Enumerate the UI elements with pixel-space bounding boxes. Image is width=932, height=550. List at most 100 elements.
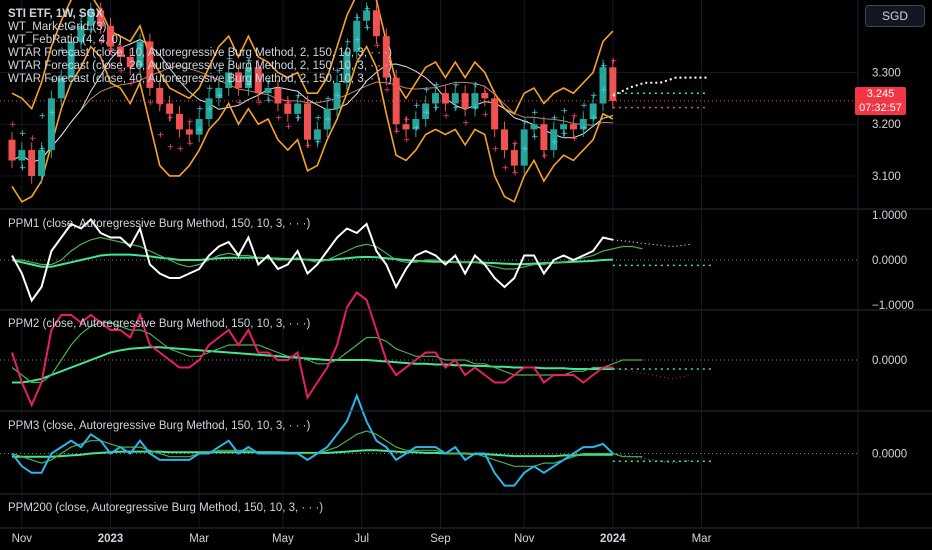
candle-up bbox=[195, 119, 203, 135]
grid-plus-marker: + bbox=[442, 93, 450, 103]
ppm1-pane[interactable] bbox=[0, 218, 858, 303]
grid-plus-marker: + bbox=[314, 113, 322, 123]
candle-up bbox=[87, 10, 95, 26]
ppm3-pane[interactable] bbox=[0, 393, 858, 487]
grid-plus-marker: + bbox=[570, 134, 578, 144]
ppm2-tick-label: 0.0000 bbox=[872, 355, 907, 367]
grid-plus-marker: + bbox=[442, 112, 450, 122]
grid-plus-marker: + bbox=[19, 129, 27, 139]
candle-up bbox=[432, 93, 440, 104]
grid-plus-marker: + bbox=[9, 151, 17, 161]
indicator-legend-item[interactable]: WTAR Forecast (close, 10, Autoregressive… bbox=[8, 47, 392, 59]
ppm2-legend[interactable]: PPM2 (close, Autoregressive Burg Method,… bbox=[8, 318, 311, 330]
grid-plus-marker: + bbox=[167, 143, 175, 153]
candle-up bbox=[57, 77, 65, 99]
grid-plus-marker: + bbox=[354, 36, 362, 46]
candle-up bbox=[215, 87, 223, 99]
grid-plus-marker: + bbox=[561, 129, 569, 139]
candle-down bbox=[481, 93, 489, 99]
candle-up bbox=[353, 20, 361, 52]
candle-up bbox=[530, 124, 538, 130]
candle-down bbox=[156, 87, 164, 104]
oscillator-forecast bbox=[612, 367, 692, 380]
price-scale[interactable]: 3.100 3.200 3.300 1.0000 0.0000 −1.0000 0.0000… bbox=[872, 67, 914, 460]
time-scale[interactable]: Nov 2023 Mar May Jul Sep Nov 2024 Mar bbox=[12, 533, 712, 545]
grid-plus-marker: + bbox=[423, 108, 431, 118]
indicator-legend-item[interactable]: WT_FebRatio (4, 4, 0) bbox=[8, 34, 122, 46]
grid-plus-marker: + bbox=[108, 44, 116, 54]
signal-line-slow bbox=[11, 253, 613, 268]
grid-plus-marker: + bbox=[68, 24, 76, 34]
grid-plus-marker: + bbox=[206, 84, 214, 94]
candle-down bbox=[235, 72, 243, 88]
grid-plus-marker: + bbox=[157, 100, 165, 110]
candle-up bbox=[333, 82, 341, 109]
signal-line-medium bbox=[12, 236, 643, 270]
grid-plus-marker: + bbox=[196, 125, 204, 135]
candle-up bbox=[520, 129, 528, 166]
grid-plus-marker: + bbox=[452, 103, 460, 113]
grid-plus-marker: + bbox=[245, 81, 253, 91]
grid-plus-marker: + bbox=[137, 41, 145, 51]
signal-line-medium bbox=[11, 430, 643, 467]
time-tick-label: Mar bbox=[692, 533, 712, 545]
time-tick-label: Nov bbox=[12, 533, 33, 545]
grid-plus-marker: + bbox=[580, 101, 588, 111]
grid-plus-marker: + bbox=[285, 122, 293, 132]
price-tick-label: 3.100 bbox=[872, 171, 901, 183]
indicator-legend-item[interactable]: WTAR Forecast (close, 40, Autoregressive… bbox=[8, 73, 392, 85]
grid-plus-marker: + bbox=[344, 37, 352, 47]
ppm200-legend[interactable]: PPM200 (close, Autoregressive Burg Metho… bbox=[8, 502, 324, 514]
grid-plus-marker: + bbox=[403, 136, 411, 146]
grid-plus-marker: + bbox=[48, 75, 56, 85]
grid-plus-marker: + bbox=[413, 101, 421, 111]
grid-plus-marker: + bbox=[364, 24, 372, 34]
candle-down bbox=[8, 139, 16, 161]
grid-plus-marker: + bbox=[492, 117, 500, 127]
grid-plus-marker: + bbox=[58, 75, 66, 85]
grid-plus-marker: + bbox=[364, 5, 372, 15]
candle-down bbox=[175, 113, 183, 130]
grid-plus-marker: + bbox=[39, 112, 47, 122]
candle-up bbox=[343, 51, 351, 83]
grid-plus-marker: + bbox=[39, 144, 47, 154]
grid-plus-marker: + bbox=[580, 124, 588, 134]
grid-plus-marker: + bbox=[226, 55, 234, 65]
candle-up bbox=[205, 98, 213, 120]
candle-up bbox=[313, 129, 321, 140]
grid-plus-marker: + bbox=[373, 18, 381, 28]
grid-plus-marker: + bbox=[236, 75, 244, 85]
symbol-title[interactable]: STI ETF, 1W, SGX bbox=[8, 8, 104, 20]
candle-up bbox=[136, 41, 144, 68]
pane-separators[interactable] bbox=[0, 0, 932, 529]
grid-plus-marker: + bbox=[521, 144, 529, 154]
candle-down bbox=[274, 87, 282, 104]
grid-plus-marker: + bbox=[245, 56, 253, 66]
candle-down bbox=[540, 124, 548, 151]
main-price-pane[interactable]: ++++++++ ++ ++++++++++++++++ ++++++++++++++… bbox=[0, 0, 858, 203]
candle-down bbox=[146, 41, 154, 88]
grid-plus-marker: + bbox=[236, 98, 244, 108]
ppm1-tick-label: −1.0000 bbox=[872, 300, 914, 312]
ppm1-tick-label: 1.0000 bbox=[872, 210, 907, 222]
grid-plus-marker: + bbox=[472, 103, 480, 113]
oscillator-line bbox=[11, 291, 613, 408]
grid-plus-marker: + bbox=[600, 86, 608, 96]
candle-up bbox=[18, 150, 26, 161]
candle-up bbox=[323, 108, 331, 130]
indicator-legend-item[interactable]: WT_MarketGrid (3) bbox=[8, 21, 107, 33]
indicator-legend-item[interactable]: WTAR Forecast (close, 20, Autoregressive… bbox=[8, 60, 392, 72]
grid-plus-marker: + bbox=[403, 115, 411, 125]
ppm1-legend[interactable]: PPM1 (close, Autoregressive Burg Method,… bbox=[8, 218, 311, 230]
main-legend: STI ETF, 1W, SGX WT_MarketGrid (3) WT_Fe… bbox=[8, 8, 392, 86]
time-tick-label: Jul bbox=[354, 533, 369, 545]
grid-plus-marker: + bbox=[285, 98, 293, 108]
ppm2-pane[interactable] bbox=[0, 291, 858, 408]
ppm3-legend[interactable]: PPM3 (close, Autoregressive Burg Method,… bbox=[8, 420, 311, 432]
candle-down bbox=[382, 36, 390, 78]
last-price-badge: 3.245 07:32:57 bbox=[855, 87, 906, 115]
grid-plus-marker: + bbox=[78, 12, 86, 22]
currency-button[interactable]: SGD bbox=[865, 5, 925, 27]
grid-plus-marker: + bbox=[531, 132, 539, 142]
